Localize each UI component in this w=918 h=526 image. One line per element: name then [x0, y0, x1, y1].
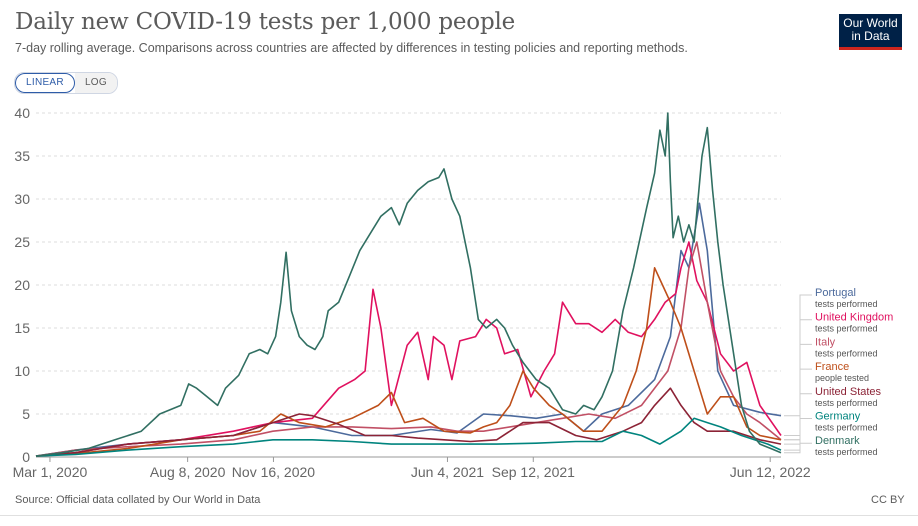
y-tick-label: 0 — [22, 449, 30, 465]
legend-label-france: France — [815, 361, 849, 373]
y-tick-label: 5 — [22, 406, 30, 422]
logo-line-2: in Data — [851, 29, 890, 43]
y-tick-label: 30 — [14, 191, 30, 207]
legend-connector — [784, 294, 812, 417]
legend-connector — [784, 368, 812, 441]
series-line-denmark — [35, 112, 782, 457]
log-scale-button[interactable]: LOG — [74, 73, 117, 93]
legend-connector — [784, 418, 812, 451]
series-line-germany — [35, 417, 782, 457]
y-tick-label: 20 — [14, 277, 30, 293]
legend-connector — [784, 442, 812, 454]
series-line-france — [35, 267, 782, 457]
x-tick-label: Jun 12, 2022 — [730, 464, 811, 480]
x-tick-label: Sep 12, 2021 — [492, 464, 576, 480]
legend-label-united-kingdom: United Kingdom — [815, 312, 893, 324]
legend-label-italy: Italy — [815, 336, 836, 348]
legend-unit-germany: tests performed — [815, 423, 878, 433]
linear-scale-button[interactable]: LINEAR — [15, 73, 75, 93]
series-line-italy — [35, 241, 782, 457]
series-lines — [35, 112, 782, 457]
legend-label-portugal: Portugal — [815, 287, 856, 299]
x-tick-label: Aug 8, 2020 — [150, 464, 226, 480]
legend-label-germany: Germany — [815, 411, 861, 423]
chart-title: Daily new COVID-19 tests per 1,000 peopl… — [15, 9, 516, 35]
series-line-portugal — [35, 202, 782, 457]
legend-unit-united-states: tests performed — [815, 398, 878, 408]
legend-unit-france: people tested — [815, 373, 869, 383]
chart-subtitle: 7-day rolling average. Comparisons acros… — [15, 41, 688, 55]
y-tick-label: 35 — [14, 148, 30, 164]
x-tick-label: Jun 4, 2021 — [411, 464, 484, 480]
x-tick-label: Nov 16, 2020 — [232, 464, 315, 480]
source-note: Source: Official data collated by Our Wo… — [15, 494, 261, 506]
y-tick-label: 25 — [14, 234, 30, 250]
license-label[interactable]: CC BY — [871, 494, 905, 506]
legend-connector — [784, 343, 812, 441]
logo-line-1: Our World — [843, 16, 898, 30]
legend-label-united-states: United States — [815, 386, 882, 398]
legend-unit-italy: tests performed — [815, 348, 878, 358]
series-line-united-kingdom — [35, 241, 782, 457]
timeline-bar[interactable] — [0, 515, 918, 526]
owid-logo[interactable]: Our World in Data — [839, 14, 902, 50]
legend-unit-denmark: tests performed — [815, 447, 878, 457]
series-line-united-states — [35, 387, 782, 457]
x-tick-label: Mar 1, 2020 — [13, 464, 88, 480]
legend-unit-portugal: tests performed — [815, 299, 878, 309]
legend-unit-united-kingdom: tests performed — [815, 324, 878, 334]
y-axis: 0 5 10 15 20 25 30 35 40 — [14, 105, 30, 465]
scale-toggle: LINEAR LOG — [14, 72, 118, 94]
legend-label-denmark: Denmark — [815, 435, 860, 447]
y-tick-label: 10 — [14, 363, 30, 379]
x-axis: Mar 1, 2020 Aug 8, 2020 Nov 16, 2020 Jun 4,… — [13, 457, 811, 480]
y-tick-label: 15 — [14, 320, 30, 336]
y-tick-label: 40 — [14, 105, 30, 121]
